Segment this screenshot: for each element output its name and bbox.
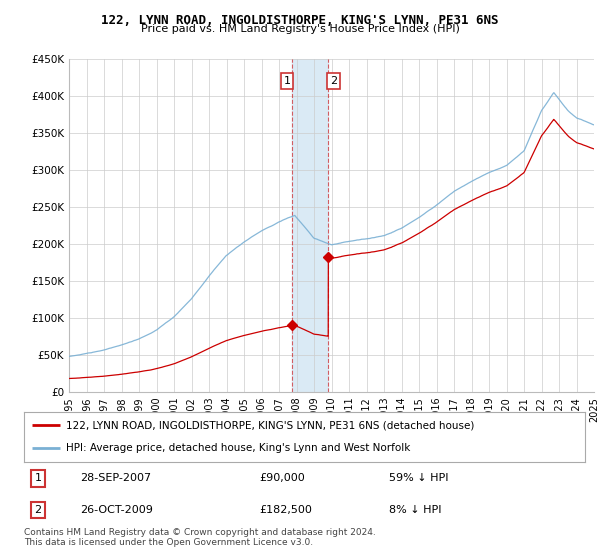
Text: 2: 2 <box>34 505 41 515</box>
Text: 2: 2 <box>330 76 337 86</box>
Text: 1: 1 <box>283 76 290 86</box>
Text: 122, LYNN ROAD, INGOLDISTHORPE, KING'S LYNN, PE31 6NS: 122, LYNN ROAD, INGOLDISTHORPE, KING'S L… <box>101 14 499 27</box>
Text: Price paid vs. HM Land Registry's House Price Index (HPI): Price paid vs. HM Land Registry's House … <box>140 24 460 34</box>
Text: HPI: Average price, detached house, King's Lynn and West Norfolk: HPI: Average price, detached house, King… <box>66 444 410 454</box>
Bar <box>292 59 328 392</box>
Text: 122, LYNN ROAD, INGOLDISTHORPE, KING'S LYNN, PE31 6NS (detached house): 122, LYNN ROAD, INGOLDISTHORPE, KING'S L… <box>66 420 475 430</box>
Text: 28-SEP-2007: 28-SEP-2007 <box>80 473 151 483</box>
Text: £90,000: £90,000 <box>260 473 305 483</box>
Text: 26-OCT-2009: 26-OCT-2009 <box>80 505 153 515</box>
Text: 59% ↓ HPI: 59% ↓ HPI <box>389 473 448 483</box>
Text: Contains HM Land Registry data © Crown copyright and database right 2024.
This d: Contains HM Land Registry data © Crown c… <box>24 528 376 547</box>
Text: 8% ↓ HPI: 8% ↓ HPI <box>389 505 441 515</box>
Text: £182,500: £182,500 <box>260 505 313 515</box>
Text: 1: 1 <box>35 473 41 483</box>
